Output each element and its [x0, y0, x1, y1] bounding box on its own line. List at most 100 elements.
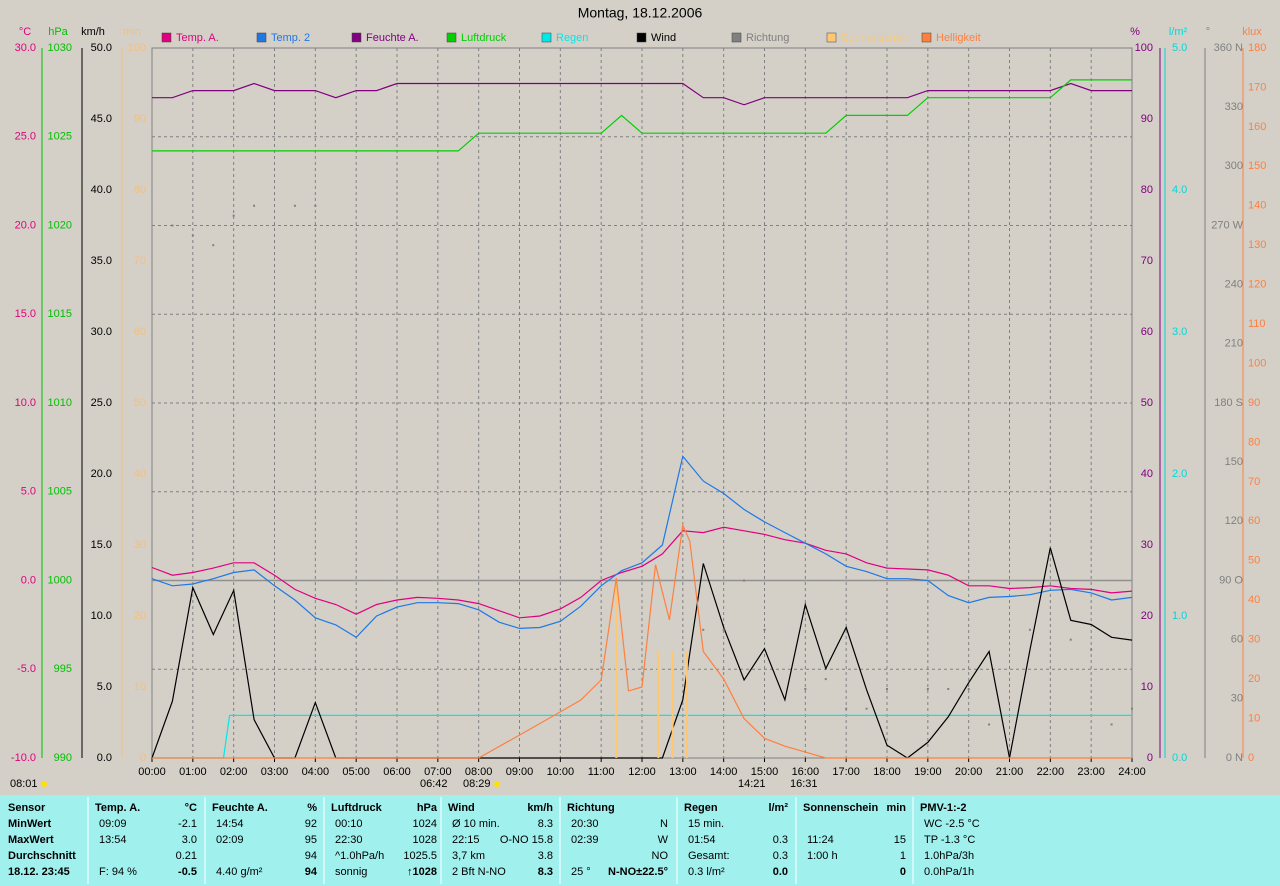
- y-tick-label: 1010: [48, 397, 72, 409]
- x-tick-label: 08:00: [465, 766, 493, 778]
- legend-label: Richtung: [746, 32, 789, 44]
- direction-dot: [191, 234, 194, 237]
- cell-right: 0: [900, 866, 906, 878]
- y-tick-label: 30.0: [91, 326, 112, 338]
- y-tick-label: 100: [1248, 357, 1266, 369]
- cell-left: WC -2.5 °C: [924, 818, 980, 830]
- cell-right: NO: [652, 850, 669, 862]
- y-tick-label: 15.0: [15, 308, 36, 320]
- x-tick-label: 02:00: [220, 766, 248, 778]
- cell-right: 92: [305, 818, 317, 830]
- y-tick-label: 3.0: [1172, 326, 1187, 338]
- row-label: 18.12. 23:45: [8, 866, 70, 878]
- series-line: [152, 79, 1132, 152]
- row-label: MinWert: [8, 818, 52, 830]
- cell-right: -0.5: [178, 866, 197, 878]
- y-tick-label: 40: [1248, 594, 1260, 606]
- cell-right: ↑1028: [407, 866, 437, 878]
- column-header: Feuchte A.: [212, 802, 268, 814]
- legend-swatch: [161, 32, 172, 43]
- direction-dot: [947, 687, 950, 690]
- cell-left: 01:54: [688, 834, 716, 846]
- cell-right: 94: [305, 850, 317, 862]
- column-header: Sonnenschein: [803, 802, 878, 814]
- y-tick-label: 5.0: [1172, 42, 1187, 54]
- series-line: [151, 526, 1133, 619]
- axis-unit: min: [123, 26, 141, 38]
- cell-left: 25 °: [571, 866, 591, 878]
- y-tick-label: 10: [1141, 681, 1153, 693]
- y-tick-label: 40: [134, 468, 146, 480]
- y-tick-label: 180 S: [1214, 397, 1243, 409]
- x-tick-label: 11:00: [588, 766, 615, 778]
- column-unit: hPa: [417, 802, 438, 814]
- y-tick-label: 30: [1248, 634, 1260, 646]
- y-tick-label: 30: [1231, 693, 1243, 705]
- legend-label: Helligkeit: [936, 32, 981, 44]
- column-unit: min: [886, 802, 906, 814]
- series-line: [152, 523, 1132, 759]
- column-header: PMV-1:-2: [920, 802, 966, 814]
- y-tick-label: 160: [1248, 121, 1266, 133]
- cell-left: Ø 10 min.: [452, 818, 500, 830]
- column-header: Temp. A.: [95, 802, 140, 814]
- column-header: Luftdruck: [331, 802, 383, 814]
- y-tick-label: 80: [134, 184, 146, 196]
- direction-dot: [743, 579, 746, 582]
- cell-right: -2.1: [178, 818, 197, 830]
- x-tick-label: 22:00: [1037, 766, 1065, 778]
- legend-label: Wind: [651, 32, 676, 44]
- cell-left: sonnig: [335, 866, 367, 878]
- direction-dot: [804, 687, 807, 690]
- x-tick-label: 16:00: [792, 766, 820, 778]
- y-tick-label: 25.0: [91, 397, 112, 409]
- y-tick-label: 15.0: [91, 539, 112, 551]
- y-tick-label: 20.0: [15, 219, 36, 231]
- chart-title: Montag, 18.12.2006: [578, 5, 703, 21]
- sun-icon: [41, 781, 47, 787]
- cell-left: 09:09: [99, 818, 127, 830]
- column-unit: %: [307, 802, 317, 814]
- y-tick-label: 60: [1248, 515, 1260, 527]
- y-tick-label: 1005: [48, 486, 72, 498]
- x-tick-label: 15:00: [751, 766, 779, 778]
- y-tick-label: 0.0: [21, 574, 36, 586]
- y-tick-label: 40: [1141, 468, 1153, 480]
- y-tick-label: 170: [1248, 81, 1266, 93]
- y-tick-label: 90: [1141, 113, 1153, 125]
- direction-dot: [926, 687, 929, 690]
- x-tick-label: 14:00: [710, 766, 738, 778]
- column-header: Richtung: [567, 802, 615, 814]
- direction-dot: [702, 628, 705, 631]
- cell-right: 0.3: [773, 850, 788, 862]
- y-tick-label: 0.0: [97, 752, 112, 764]
- x-tick-label: 21:00: [996, 766, 1024, 778]
- y-tick-label: 180: [1248, 42, 1266, 54]
- y-tick-label: 1025: [48, 131, 72, 143]
- legend-label: Sonnenschein: [841, 32, 911, 44]
- y-tick-label: 30: [1141, 539, 1153, 551]
- y-tick-label: 150: [1248, 160, 1266, 172]
- column-unit: km/h: [527, 802, 553, 814]
- y-tick-label: 1030: [48, 42, 72, 54]
- y-tick-label: 60: [1231, 634, 1243, 646]
- sun-icon: [494, 781, 500, 787]
- direction-dot: [886, 687, 888, 690]
- legend-swatch: [636, 32, 647, 43]
- y-tick-label: 995: [54, 663, 72, 675]
- y-tick-label: 1015: [48, 308, 72, 320]
- cell-left: 22:30: [335, 834, 363, 846]
- sunshine-bar: [615, 580, 618, 758]
- cell-right: 3.8: [538, 850, 553, 862]
- direction-dot: [1028, 628, 1031, 631]
- legend-label: Luftdruck: [461, 32, 507, 44]
- y-tick-label: 1.0: [1172, 610, 1187, 622]
- cell-left: 0.0hPa/1h: [924, 866, 974, 878]
- cell-right: 1025.5: [403, 850, 437, 862]
- x-tick-label: 23:00: [1077, 766, 1105, 778]
- y-tick-label: 0: [1147, 752, 1153, 764]
- y-tick-label: 50: [134, 397, 146, 409]
- y-tick-label: 10: [1248, 712, 1260, 724]
- row-label: Durchschnitt: [8, 850, 76, 862]
- y-tick-label: 0 N: [1226, 752, 1243, 764]
